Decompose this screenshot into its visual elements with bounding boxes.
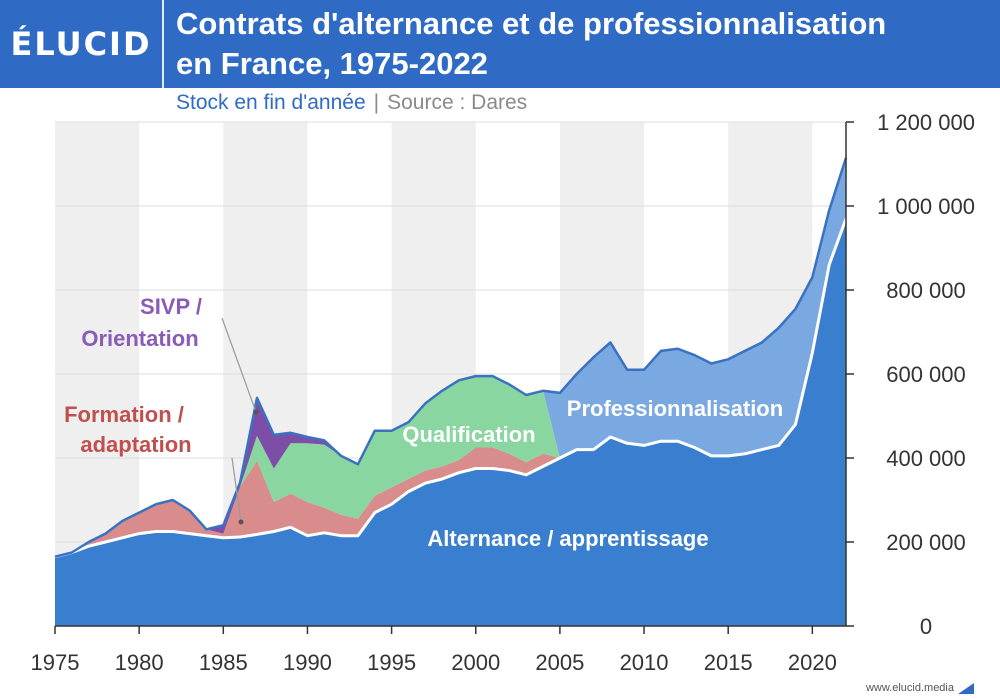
x-tick-label: 1980: [115, 650, 164, 675]
elucid-mark-icon: [958, 683, 974, 694]
x-tick-label: 2020: [788, 650, 837, 675]
x-tick-label: 2000: [451, 650, 500, 675]
chart-title-line-2: en France, 1975-2022: [176, 46, 488, 81]
label-professionnalisation: Professionnalisation: [567, 396, 783, 421]
annotation-dot-formation: [238, 519, 244, 525]
series-area-alternance: [55, 218, 846, 626]
y-tick-label: 800 000: [886, 278, 966, 303]
y-tick-label: 1 000 000: [877, 194, 975, 219]
x-tick-label: 1990: [283, 650, 332, 675]
subtitle-separator: |: [373, 91, 380, 114]
chart-title-line-1: Contrats d'alternance et de professionna…: [176, 6, 887, 41]
logo-text: ÉLUCID: [10, 25, 152, 63]
label-alternance: Alternance / apprentissage: [427, 526, 708, 551]
subtitle-stock: Stock en fin d'année: [176, 91, 366, 114]
label-sivp-line-1: SIVP /: [140, 294, 202, 319]
label-sivp-line-2: Orientation: [81, 326, 198, 351]
x-tick-label: 2005: [535, 650, 584, 675]
elucid-logo: ÉLUCID: [0, 0, 162, 88]
series-area-qualification: [240, 376, 560, 519]
x-tick-label: 2010: [620, 650, 669, 675]
y-tick-label: 600 000: [886, 362, 966, 387]
series-line-alternance: [54, 218, 848, 559]
subtitle-source: Source : Dares: [387, 91, 528, 114]
chart-title: Contrats d'alternance et de professionna…: [176, 4, 986, 84]
y-tick-label: 1 200 000: [877, 110, 975, 135]
series-area-professionnalisation: [543, 157, 846, 458]
x-tick-label: 1975: [31, 650, 80, 675]
annotation-leader-sivp: [221, 317, 257, 413]
y-tick-label: 0: [920, 614, 932, 639]
annotation-leader-formation: [231, 457, 242, 523]
chart-subtitle: Stock en fin d'année | Source : Dares: [176, 90, 527, 116]
series-area-sivp: [206, 397, 342, 534]
y-tick-label: 200 000: [886, 530, 966, 555]
x-tick-label: 2015: [704, 650, 753, 675]
logo-divider: [162, 0, 164, 88]
series-area-formation: [71, 447, 560, 553]
label-formation-line-1: Formation /: [64, 402, 184, 427]
y-tick-label: 400 000: [886, 446, 966, 471]
series-line-total: [54, 157, 848, 558]
label-formation-line-2: adaptation: [80, 432, 191, 457]
footer-site: www.elucid.media: [865, 682, 954, 694]
x-tick-label: 1995: [367, 650, 416, 675]
header-banner: ÉLUCID Contrats d'alternance et de profe…: [0, 0, 1000, 88]
x-tick-label: 1985: [199, 650, 248, 675]
annotation-dot-sivp: [253, 409, 259, 415]
label-qualification: Qualification: [402, 422, 535, 447]
